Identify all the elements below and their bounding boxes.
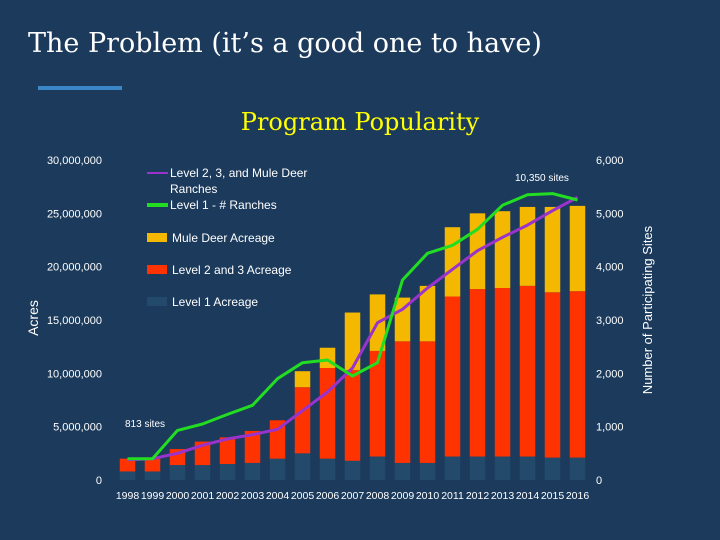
x-tick-label: 2003 <box>241 490 265 502</box>
bar-level1 <box>444 456 461 480</box>
y-tick-label: 30,000,000 <box>47 155 102 167</box>
bar-level1 <box>269 458 286 480</box>
bar-level1 <box>244 462 261 480</box>
x-tick-label: 2013 <box>491 490 515 502</box>
bar-level23 <box>244 430 261 463</box>
bar-level23 <box>419 341 436 463</box>
y2-tick-label: 6,000 <box>596 155 624 167</box>
y-tick-label: 5,000,000 <box>53 422 102 434</box>
bar-level1 <box>369 456 386 480</box>
y-axis-label: Acres <box>25 300 41 336</box>
title-accent-rule <box>38 86 122 90</box>
legend-swatch-mule-deer <box>147 233 167 242</box>
y2-tick-label: 0 <box>596 475 602 487</box>
bar-level23 <box>369 350 386 457</box>
x-tick-label: 2006 <box>316 490 340 502</box>
y2-tick-label: 2,000 <box>596 368 624 380</box>
bar-level1 <box>319 458 336 480</box>
y-tick-label: 10,000,000 <box>47 368 102 380</box>
bar-level1 <box>394 462 411 480</box>
x-tick-label: 2014 <box>516 490 540 502</box>
x-tick-label: 2000 <box>166 490 190 502</box>
y2-tick-label: 4,000 <box>596 262 624 274</box>
y-tick-label: 0 <box>96 475 102 487</box>
bar-mule-deer <box>294 371 311 388</box>
y2-axis-label: Number of Participating Sites <box>640 225 655 394</box>
y-tick-label: 20,000,000 <box>47 262 102 274</box>
x-tick-label: 2007 <box>341 490 365 502</box>
bar-mule-deer <box>544 206 561 293</box>
bar-level23 <box>469 289 486 457</box>
line-line-level23 <box>127 195 579 462</box>
bar-mule-deer <box>569 205 586 292</box>
bar-level23 <box>544 292 561 458</box>
bar-level23 <box>394 341 411 463</box>
bar-level1 <box>119 471 136 480</box>
slide-title: The Problem (it’s a good one to have) <box>28 28 542 59</box>
bar-mule-deer <box>419 285 436 342</box>
bar-level23 <box>494 288 511 457</box>
legend-label-level23: Level 2 and 3 Acreage <box>172 263 292 277</box>
bar-level23 <box>219 437 236 464</box>
y2-tick-label: 1,000 <box>596 422 624 434</box>
x-tick-label: 1998 <box>116 490 140 502</box>
x-tick-label: 2015 <box>541 490 565 502</box>
bar-level1 <box>169 465 186 480</box>
bar-level1 <box>569 457 586 480</box>
bar-level1 <box>419 462 436 480</box>
x-tick-label: 2011 <box>441 490 464 502</box>
bar-mule-deer <box>494 211 511 288</box>
x-tick-label: 2001 <box>191 490 215 502</box>
bar-mule-deer <box>394 297 411 342</box>
annotation-end-sites: 10,350 sites <box>515 173 569 184</box>
x-tick-label: 1999 <box>141 490 165 502</box>
bar-level23 <box>144 458 161 472</box>
bar-level1 <box>219 464 236 480</box>
bar-mule-deer <box>519 206 536 286</box>
legend-swatch-level1 <box>147 297 167 306</box>
bar-level1 <box>294 453 311 480</box>
bar-level1 <box>544 457 561 480</box>
bar-level23 <box>344 370 361 461</box>
line-line-level1 <box>127 192 578 461</box>
x-tick-label: 2004 <box>266 490 290 502</box>
bar-level1 <box>519 456 536 480</box>
annotation-start-sites: 813 sites <box>125 419 165 430</box>
chart-title: Program Popularity <box>240 108 480 136</box>
legend-swatch-level23 <box>147 265 167 274</box>
bar-level1 <box>469 456 486 480</box>
legend-label-level23-line-2: Ranches <box>170 182 217 196</box>
y2-tick-label: 5,000 <box>596 208 624 220</box>
bar-level1 <box>344 460 361 480</box>
bar-level1 <box>194 465 211 480</box>
bar-mule-deer <box>344 312 361 371</box>
bar-level23 <box>444 296 461 457</box>
bar-level23 <box>569 291 586 458</box>
x-tick-label: 2012 <box>466 490 490 502</box>
y-tick-label: 15,000,000 <box>47 315 102 327</box>
x-tick-label: 2010 <box>416 490 440 502</box>
legend-label-level1-line: Level 1 - # Ranches <box>170 198 277 212</box>
x-tick-label: 2009 <box>391 490 415 502</box>
legend-label-level1: Level 1 Acreage <box>172 295 258 309</box>
bar-level1 <box>144 471 161 480</box>
x-tick-label: 2005 <box>291 490 315 502</box>
x-tick-label: 2002 <box>216 490 240 502</box>
bar-mule-deer <box>444 227 461 297</box>
bar-level23 <box>519 285 536 457</box>
y-tick-label: 25,000,000 <box>47 208 102 220</box>
legend-label-level23-line-1: Level 2, 3, and Mule Deer <box>170 166 307 180</box>
y2-tick-label: 3,000 <box>596 315 624 327</box>
legend-label-mule-deer: Mule Deer Acreage <box>172 231 275 245</box>
bar-level23 <box>319 368 336 459</box>
bar-level23 <box>294 387 311 454</box>
bar-level23 <box>119 458 136 472</box>
x-tick-label: 2008 <box>366 490 390 502</box>
x-tick-label: 2016 <box>566 490 590 502</box>
bar-level1 <box>494 456 511 480</box>
